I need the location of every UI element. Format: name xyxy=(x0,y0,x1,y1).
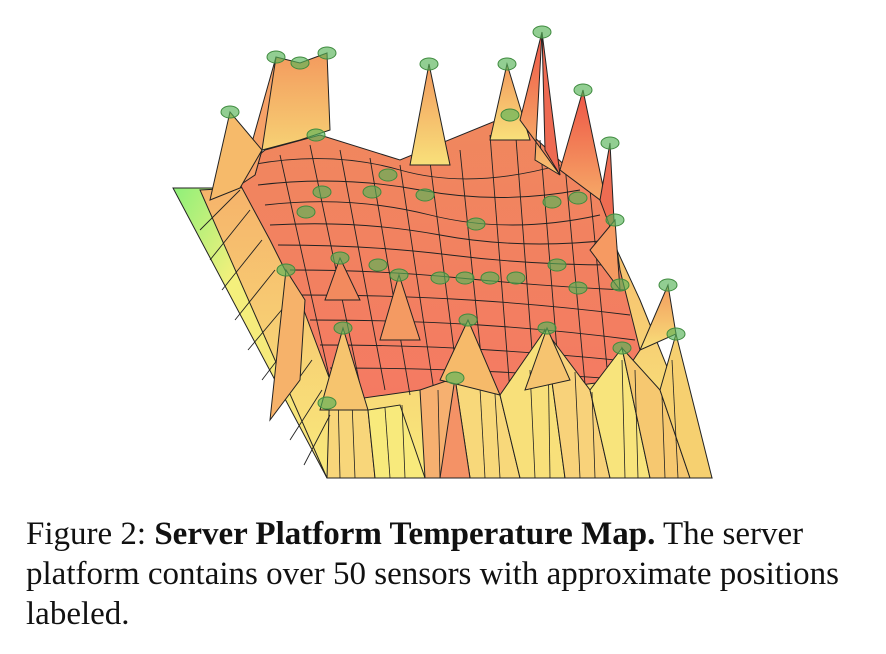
sensor-marker xyxy=(497,57,517,71)
sensor-marker xyxy=(430,271,450,285)
sensor-marker xyxy=(378,168,398,182)
sensor-marker xyxy=(317,396,337,410)
sensor-marker xyxy=(542,195,562,209)
sensor-marker xyxy=(532,25,552,39)
caption-label: Figure 2: xyxy=(26,516,147,552)
sensor-marker xyxy=(317,46,337,60)
sensor-marker xyxy=(368,258,388,272)
sensor-marker xyxy=(389,268,409,282)
sensor-marker xyxy=(666,327,686,341)
sensor-marker xyxy=(455,271,475,285)
sensor-marker xyxy=(658,278,678,292)
sensor-marker xyxy=(458,313,478,327)
sensor-marker xyxy=(537,321,557,335)
sensor-marker xyxy=(362,185,382,199)
caption-title: Server Platform Temperature Map. xyxy=(154,516,656,552)
sensor-marker xyxy=(500,108,520,122)
sensor-marker xyxy=(568,191,588,205)
sensor-marker xyxy=(312,185,332,199)
sensor-marker xyxy=(466,217,486,231)
sensor-marker xyxy=(306,128,326,142)
sensor-marker xyxy=(296,205,316,219)
sensor-marker xyxy=(506,271,526,285)
sensor-marker xyxy=(419,57,439,71)
sensor-marker xyxy=(276,263,296,277)
sensor-marker xyxy=(480,271,500,285)
sensor-marker xyxy=(415,188,435,202)
temperature-map-figure xyxy=(172,25,713,479)
sensor-marker xyxy=(600,136,620,150)
sensor-marker xyxy=(220,105,240,119)
sensor-marker xyxy=(266,50,286,64)
sensor-marker xyxy=(330,251,350,265)
sensor-marker xyxy=(333,321,353,335)
figure-caption: Figure 2: Server Platform Temperature Ma… xyxy=(26,514,876,634)
sensor-marker xyxy=(290,56,310,70)
sensor-marker xyxy=(605,213,625,227)
sensor-markers xyxy=(220,25,686,410)
sensor-marker xyxy=(445,371,465,385)
sensor-marker xyxy=(612,341,632,355)
caption-text: The server platform contains over 50 sen… xyxy=(26,516,839,632)
sensor-marker xyxy=(547,258,567,272)
temperature-spikes xyxy=(209,31,677,479)
sensor-marker xyxy=(610,278,630,292)
sensor-marker xyxy=(568,281,588,295)
sensor-marker xyxy=(573,83,593,97)
